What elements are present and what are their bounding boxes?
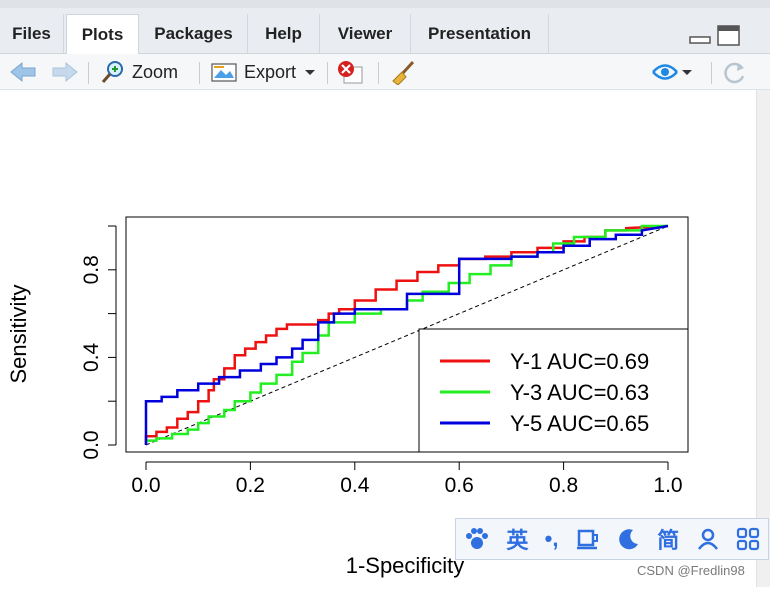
plots-toolbar: Zoom Export bbox=[0, 54, 770, 90]
legend-label: Y-5 AUC=0.65 bbox=[510, 411, 649, 436]
y-tick-label: 0.0 bbox=[80, 430, 103, 459]
moon-icon[interactable] bbox=[617, 527, 641, 551]
grid-menu-icon[interactable] bbox=[736, 527, 760, 551]
zoom-button[interactable]: Zoom bbox=[100, 59, 178, 85]
refresh-icon[interactable] bbox=[721, 59, 749, 85]
zoom-magnifier-icon bbox=[101, 61, 123, 83]
remove-plot-button[interactable] bbox=[336, 59, 364, 85]
watermark: CSDN @Fredlin98 bbox=[637, 563, 745, 578]
ime-language-toggle[interactable]: 英 bbox=[506, 528, 529, 553]
chevron-down-icon bbox=[682, 70, 692, 75]
x-tick-label: 0.4 bbox=[340, 474, 370, 497]
x-tick-label: 1.0 bbox=[653, 474, 682, 497]
ime-simplified-toggle[interactable]: 简 bbox=[657, 528, 680, 553]
x-tick-label: 0.6 bbox=[445, 474, 474, 497]
x-tick-label: 0.2 bbox=[236, 474, 265, 497]
x-axis-label: 1-Specificity bbox=[346, 553, 465, 578]
export-label: Export bbox=[244, 61, 297, 82]
tab-presentation[interactable]: Presentation bbox=[411, 14, 549, 54]
export-image-icon bbox=[211, 63, 237, 82]
y-tick-label: 0.8 bbox=[80, 255, 103, 284]
forward-arrow-icon[interactable] bbox=[50, 59, 80, 85]
remove-plot-icon bbox=[338, 61, 363, 84]
reference-diagonal bbox=[145, 225, 669, 446]
x-tick-label: 0.0 bbox=[131, 474, 160, 497]
x-tick-label: 0.8 bbox=[549, 474, 578, 497]
y-axis-label: Sensitivity bbox=[6, 284, 31, 383]
user-icon[interactable] bbox=[696, 527, 720, 551]
tab-plots[interactable]: Plots bbox=[66, 14, 139, 55]
roc-series-line-1 bbox=[144, 224, 669, 445]
publish-button[interactable] bbox=[650, 59, 694, 85]
roc-chart: 0.0 0.2 0.4 0.6 0.8 1.0 0.0 0.4 0.8 1-Specificit… bbox=[6, 216, 689, 578]
legend-label: Y-3 AUC=0.63 bbox=[510, 380, 649, 405]
tab-help[interactable]: Help bbox=[248, 14, 320, 54]
tab-files[interactable]: Files bbox=[0, 14, 64, 54]
y-tick-label: 0.4 bbox=[80, 342, 103, 372]
tab-packages[interactable]: Packages bbox=[140, 14, 248, 54]
export-button[interactable]: Export bbox=[210, 59, 318, 85]
ime-toolbar: 英 •, 简 bbox=[455, 518, 769, 560]
window-top-strip bbox=[0, 0, 770, 8]
minimize-pane-icon[interactable] bbox=[688, 24, 712, 46]
vertical-scrollbar[interactable] bbox=[756, 90, 770, 587]
roc-series-line-3 bbox=[144, 224, 669, 445]
broom-clear-icon[interactable] bbox=[389, 59, 417, 85]
back-arrow-icon[interactable] bbox=[8, 59, 38, 85]
paw-icon[interactable] bbox=[464, 527, 490, 551]
pane-tab-bar: Files Plots Packages Help Viewer Present… bbox=[0, 8, 770, 55]
chevron-down-icon bbox=[305, 70, 316, 75]
cup-icon[interactable] bbox=[575, 527, 601, 551]
plot-viewer: 0.0 0.2 0.4 0.6 0.8 1.0 0.0 0.4 0.8 1-Specificit… bbox=[0, 90, 756, 587]
tab-viewer[interactable]: Viewer bbox=[320, 14, 411, 54]
zoom-label: Zoom bbox=[132, 61, 179, 82]
maximize-pane-icon[interactable] bbox=[716, 24, 742, 48]
publish-icon bbox=[652, 64, 678, 80]
legend-label: Y-1 AUC=0.69 bbox=[510, 349, 649, 374]
ime-punctuation-toggle[interactable]: •, bbox=[544, 526, 559, 551]
